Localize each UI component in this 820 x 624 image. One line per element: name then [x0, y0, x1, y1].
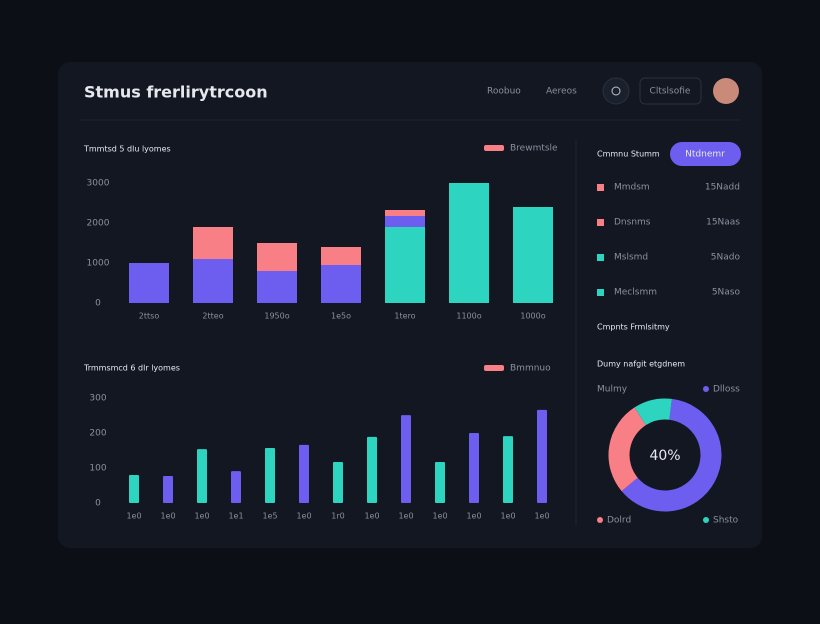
item-value: 15Nadd — [705, 183, 740, 193]
x-tick-label: 1tero — [394, 312, 415, 321]
chart-title: Tmmtsd 5 dlu lyomes — [83, 145, 171, 154]
bar-segment — [193, 227, 233, 259]
bar-segment — [449, 183, 489, 303]
bar-segment — [385, 210, 425, 216]
legend-dot — [703, 517, 709, 523]
item-label: Meclsmm — [614, 288, 657, 298]
x-tick-label: 1e0 — [398, 512, 413, 521]
legend-label: Dolrd — [607, 516, 631, 526]
item-label: Dnsnms — [614, 218, 651, 228]
bar — [231, 471, 241, 503]
panel — [58, 62, 762, 548]
icon-button[interactable] — [602, 77, 630, 105]
legend-swatch — [484, 365, 504, 371]
bar — [163, 476, 173, 503]
x-tick-label: 1r0 — [331, 512, 344, 521]
x-tick-label: 1e0 — [126, 512, 141, 521]
x-tick-label: 2ttso — [139, 312, 160, 321]
donut-segment — [608, 407, 647, 492]
side-subtitle: Cmpnts Frmlsitmy — [597, 323, 670, 332]
legend-label: Shsto — [713, 516, 739, 526]
x-tick-label: 1e0 — [194, 512, 209, 521]
button-label: Ntdnemr — [685, 150, 725, 160]
item-swatch — [597, 219, 604, 226]
x-tick-label: 1e1 — [228, 512, 243, 521]
legend-label: Dlloss — [713, 385, 740, 395]
x-tick-label: 1e0 — [466, 512, 481, 521]
item-swatch — [597, 184, 604, 191]
bar-segment — [321, 265, 361, 303]
x-tick-label: 1e0 — [432, 512, 447, 521]
x-tick-label: 1e0 — [160, 512, 175, 521]
bar-segment — [513, 207, 553, 303]
donut-center: 40% — [649, 448, 680, 464]
button-label: Cltslsofie — [650, 87, 691, 97]
y-tick-label: 200 — [89, 429, 106, 439]
bar-segment — [193, 259, 233, 303]
nav-item[interactable]: Aereos — [546, 87, 577, 97]
bar — [401, 415, 411, 503]
x-tick-label: 1e0 — [534, 512, 549, 521]
title: Stmus frerlirytrcoon — [84, 83, 268, 102]
y-tick-label: 1000 — [87, 259, 110, 269]
side-title: Cmmnu Stumm — [597, 150, 660, 159]
x-tick-label: 1e0 — [500, 512, 515, 521]
x-tick-label: 1950o — [264, 312, 289, 321]
x-tick-label: 1e5o — [331, 312, 351, 321]
bar — [129, 475, 139, 503]
bar — [367, 436, 377, 503]
item-value: 5Naso — [712, 288, 741, 298]
bar-segment — [321, 247, 361, 265]
donut-segment — [634, 398, 672, 426]
bar — [197, 449, 207, 503]
legend-swatch — [484, 145, 504, 151]
y-tick-label: 0 — [95, 299, 101, 309]
item-swatch — [597, 254, 604, 261]
bar-segment — [129, 263, 169, 303]
bar — [537, 409, 547, 503]
bar-segment — [257, 271, 297, 303]
avatar[interactable] — [713, 78, 739, 104]
y-tick-label: 300 — [89, 394, 106, 404]
x-tick-label: 1e0 — [296, 512, 311, 521]
legend-label: Bmmnuo — [510, 364, 551, 374]
x-tick-label: 1000o — [520, 312, 545, 321]
icon — [611, 86, 621, 96]
chart-title: Trmmsmcd 6 dlr lyomes — [83, 364, 180, 373]
bar — [503, 436, 513, 503]
legend-dot — [597, 517, 603, 523]
legend-label: Brewmtsle — [510, 144, 558, 154]
bar — [469, 433, 479, 503]
button[interactable] — [639, 77, 702, 105]
nav-item[interactable]: Roobuo — [487, 87, 521, 97]
bar-segment — [385, 216, 425, 227]
y-tick-label: 2000 — [87, 219, 110, 229]
item-label: Mmdsm — [614, 183, 650, 193]
item-value: 5Nado — [711, 253, 741, 263]
bar-segment — [257, 243, 297, 271]
x-tick-label: 2tteo — [202, 312, 223, 321]
y-tick-label: 100 — [89, 464, 106, 474]
bar — [265, 448, 275, 503]
y-tick-label: 3000 — [87, 179, 110, 189]
x-tick-label: 1e5 — [262, 512, 277, 521]
bar — [435, 462, 445, 503]
item-label: Mslsmd — [614, 253, 648, 263]
item-swatch — [597, 289, 604, 296]
button[interactable] — [670, 142, 741, 166]
donut-title: Dumy nafgit etgdnem — [597, 360, 685, 369]
bar — [333, 462, 343, 503]
bar — [299, 444, 309, 503]
x-tick-label: 1e0 — [364, 512, 379, 521]
donut-segment — [621, 398, 722, 512]
legend-dot — [703, 386, 709, 392]
item-value: 15Naas — [706, 218, 740, 228]
bar-segment — [385, 227, 425, 303]
x-tick-label: 1100o — [456, 312, 481, 321]
donut-subtitle: Mulmy — [597, 385, 628, 395]
y-tick-label: 0 — [95, 499, 101, 509]
